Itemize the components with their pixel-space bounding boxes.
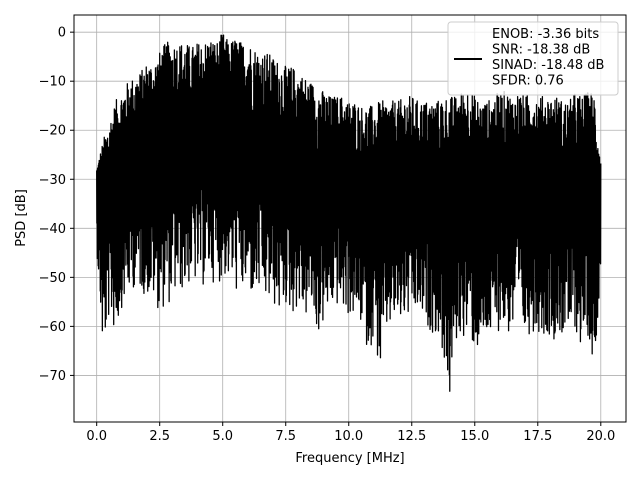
- x-tick-label: 15.0: [460, 429, 489, 444]
- x-tick-label: 7.5: [275, 429, 296, 444]
- x-tick-label: 20.0: [586, 429, 615, 444]
- y-tick-label: −20: [39, 124, 66, 139]
- y-tick-label: −50: [39, 271, 66, 286]
- x-axis: 0.0 2.5 5.0 7.5 10.0 12.5 15.0 17.5 20.0: [86, 422, 615, 444]
- y-tick-label: −60: [39, 320, 66, 335]
- x-axis-label: Frequency [MHz]: [295, 451, 404, 466]
- psd-series-line: [96, 34, 602, 392]
- axes-frame: [73, 14, 627, 423]
- y-tick-label: −70: [39, 369, 66, 384]
- x-tick-label: 17.5: [523, 429, 552, 444]
- y-tick-label: 0: [58, 26, 66, 41]
- y-axis-label: PSD [dB]: [14, 189, 29, 247]
- legend-box: [447, 21, 619, 96]
- legend-entry: SFDR: 0.76: [492, 74, 564, 89]
- y-axis: 0 −10 −20 −30 −40 −50 −60 −70: [39, 26, 74, 384]
- legend-entry: SINAD: -18.48 dB: [492, 58, 604, 73]
- plot-series: [96, 34, 602, 392]
- x-tick-label: 10.0: [334, 429, 363, 444]
- x-tick-label: 5.0: [212, 429, 233, 444]
- y-tick-label: −30: [39, 173, 66, 188]
- y-tick-label: −10: [39, 75, 66, 90]
- legend-entry: ENOB: -3.36 bits: [492, 27, 599, 42]
- x-tick-label: 0.0: [86, 429, 107, 444]
- legend-entry: SNR: -18.38 dB: [492, 43, 590, 58]
- x-tick-label: 12.5: [397, 429, 426, 444]
- x-tick-label: 2.5: [149, 429, 170, 444]
- y-tick-label: −40: [39, 222, 66, 237]
